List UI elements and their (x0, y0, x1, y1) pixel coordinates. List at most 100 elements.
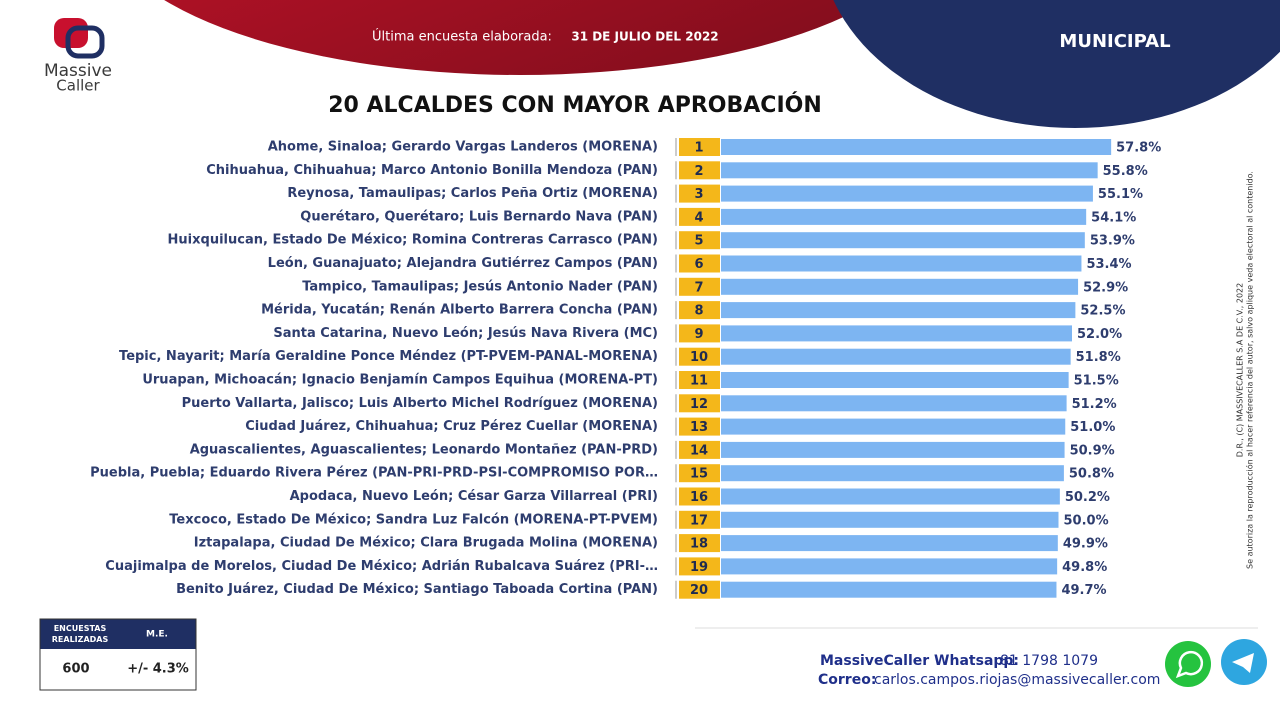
copyright-note: Se autoriza la reproducción al hacer ref… (1245, 171, 1255, 569)
rank-box (679, 138, 720, 156)
rank-box (679, 464, 720, 483)
header-navy-shape (833, 0, 1280, 128)
category-label: Texcoco, Estado De México; Sandra Luz Fa… (169, 512, 658, 527)
value-label: 49.9% (1063, 537, 1108, 552)
category-label: Ciudad Juárez, Chihuahua; Cruz Pérez Cue… (245, 419, 658, 434)
category-label: León, Guanajuato; Alejandra Gutiérrez Ca… (268, 256, 658, 271)
rank-box (679, 557, 720, 576)
bar (721, 395, 1067, 412)
category-label: Apodaca, Nuevo León; César Garza Villarr… (290, 489, 658, 504)
rank-box (679, 161, 720, 180)
bar (721, 162, 1098, 179)
category-label: Santa Catarina, Nuevo León; Jesús Nava R… (273, 326, 658, 341)
rank: 17 (690, 513, 708, 528)
category-label: Cuajimalpa de Morelos, Ciudad De México;… (105, 559, 658, 574)
category-label: Puebla, Puebla; Eduardo Rivera Pérez (PA… (90, 466, 658, 481)
value-label: 51.2% (1072, 397, 1117, 412)
survey-table: ENCUESTAS REALIZADAS M.E. 600 +/- 4.3% (39, 618, 197, 691)
rank: 12 (690, 397, 708, 412)
rank-box (679, 440, 720, 459)
bar-chart: Ahome, Sinaloa; Gerardo Vargas Landeros … (90, 138, 1161, 599)
rank: 20 (690, 583, 708, 598)
value-label: 54.1% (1091, 210, 1136, 225)
whatsapp-number: 81 1798 1079 (1000, 653, 1098, 669)
value-label: 51.5% (1074, 374, 1119, 389)
rank: 19 (690, 560, 708, 575)
value-label: 50.9% (1070, 443, 1115, 458)
whatsapp-glyph (1175, 650, 1204, 679)
rank-box (679, 254, 720, 273)
bar (721, 255, 1082, 272)
bar (721, 185, 1093, 202)
bar (721, 488, 1060, 505)
rank: 16 (690, 490, 708, 505)
bar (721, 372, 1069, 388)
rank: 15 (690, 467, 708, 482)
value-label: 55.8% (1103, 164, 1148, 179)
rank: 9 (694, 327, 703, 342)
bar (721, 581, 1057, 598)
rank: 4 (694, 210, 703, 225)
rank: 5 (694, 234, 703, 249)
category-label: Puerto Vallarta, Jalisco; Luis Alberto M… (182, 396, 658, 411)
value-label: 50.2% (1065, 490, 1110, 505)
rank-box (679, 580, 720, 599)
bar (721, 441, 1065, 458)
table-border (39, 618, 197, 691)
rank: 1 (694, 141, 703, 156)
category-label: Chihuahua, Chihuahua; Marco Antonio Boni… (206, 163, 658, 178)
value-label: 51.8% (1076, 350, 1121, 365)
email-label: Correo: (818, 672, 876, 688)
logo-icon (65, 25, 105, 59)
value-label: 52.5% (1080, 304, 1125, 319)
rank-box (679, 231, 720, 250)
rank: 14 (690, 443, 708, 458)
value-label: 49.7% (1061, 583, 1106, 598)
value-label: 55.1% (1098, 187, 1143, 202)
category-label: Huixquilucan, Estado De México; Romina C… (168, 233, 658, 248)
rank: 8 (694, 304, 703, 319)
category-label: Tepic, Nayarit; María Geraldine Ponce Mé… (119, 349, 658, 364)
rank-box (679, 510, 720, 529)
value-label: 57.8% (1116, 141, 1161, 156)
table-header (40, 619, 196, 649)
bar (721, 232, 1085, 249)
rank: 6 (694, 257, 703, 272)
rank: 3 (694, 187, 703, 202)
whatsapp-icon[interactable] (1165, 641, 1211, 687)
telegram-glyph (1232, 653, 1254, 673)
value-label: 53.4% (1086, 257, 1131, 272)
bar (721, 139, 1112, 155)
bar (721, 511, 1059, 528)
value-label: 49.8% (1062, 560, 1107, 575)
logo-text: Caller (56, 77, 100, 95)
value-label: 50.0% (1064, 513, 1109, 528)
rank: 11 (690, 374, 708, 389)
table-header-cell: ENCUESTAS REALIZADAS (51, 624, 109, 644)
header-red-shape (164, 0, 876, 75)
rank-box (679, 394, 720, 413)
rank: 18 (690, 537, 708, 552)
bar (721, 418, 1066, 435)
value-label: 50.8% (1069, 467, 1114, 482)
rank: 13 (690, 420, 708, 435)
bar (721, 465, 1064, 482)
category-label: Uruapan, Michoacán; Ignacio Benjamín Cam… (142, 373, 658, 388)
copyright: D.R., (C) MASSIVECALLER S.A DE C.V., 202… (1236, 283, 1245, 457)
table-header-text: M.E. (146, 630, 168, 640)
bar (721, 348, 1071, 365)
table-header-text: ENCUESTAS REALIZADAS (51, 624, 109, 644)
table-cell: +/- 4.3% (127, 662, 189, 677)
category-label: Aguascalientes, Aguascalientes; Leonardo… (190, 442, 658, 457)
rank: 7 (694, 280, 703, 295)
rank-box (679, 487, 720, 506)
value-label: 52.9% (1083, 280, 1128, 295)
rank: 2 (694, 164, 703, 179)
chart-title: 20 ALCALDES CON MAYOR APROBACIÓN (328, 92, 822, 118)
rank-box (679, 207, 720, 226)
logo: Massive Caller (44, 18, 112, 95)
survey-date: 31 DE JULIO DEL 2022 (571, 30, 718, 44)
email: carlos.campos.riojas@massivecaller.com (874, 672, 1160, 688)
bar (721, 558, 1058, 575)
value-label: 53.9% (1090, 234, 1135, 249)
